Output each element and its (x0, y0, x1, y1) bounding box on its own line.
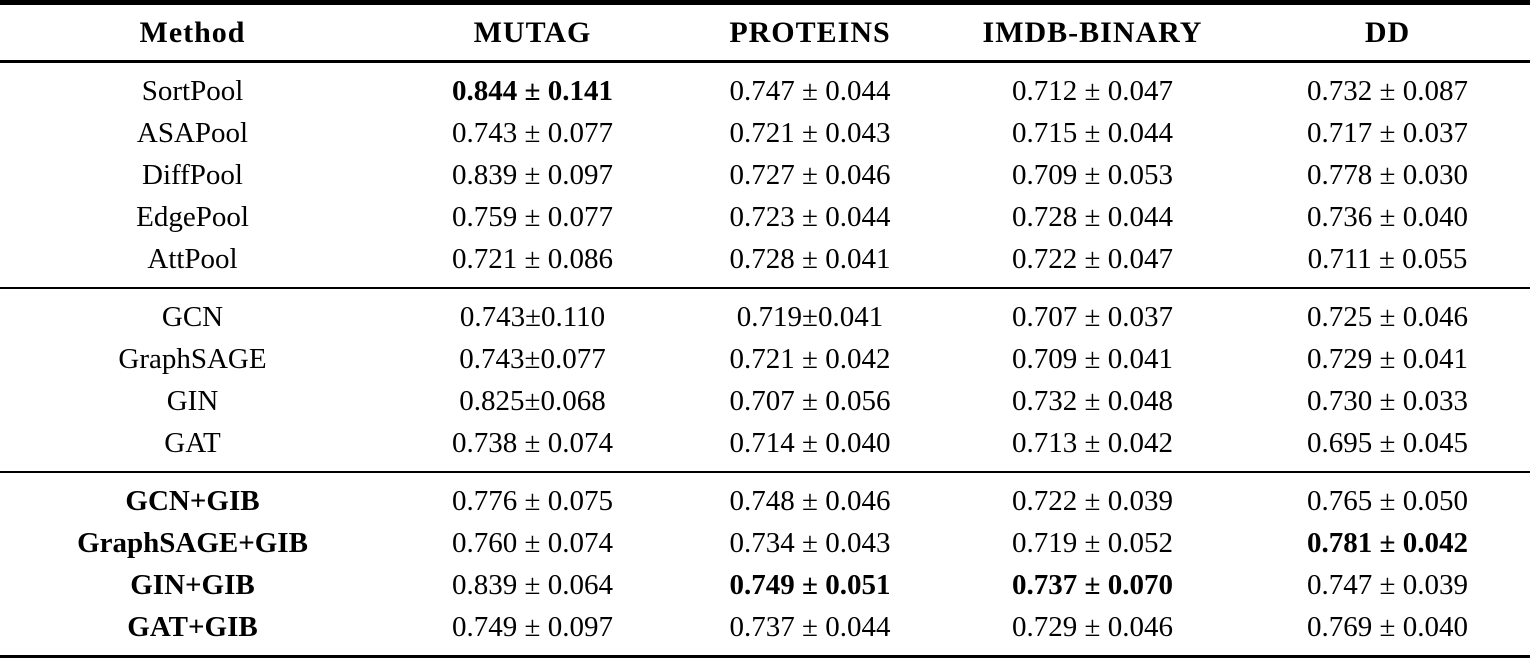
value-cell: 0.714 ± 0.040 (729, 426, 891, 459)
value-cell: 0.738 ± 0.074 (452, 426, 613, 459)
table-row: GAT+GIB 0.749 ± 0.097 0.737 ± 0.044 0.729 ±… (0, 606, 1530, 658)
value-cell: 0.839 ± 0.064 (452, 568, 613, 601)
value-cell: 0.776 ± 0.075 (452, 484, 613, 517)
column-header-proteins: PROTEINS (729, 15, 891, 49)
column-header-mutag: MUTAG (473, 15, 592, 49)
table-row: GIN+GIB 0.839 ± 0.064 0.749 ± 0.051 0.737 ±… (0, 564, 1530, 606)
value-cell: 0.778 ± 0.030 (1307, 158, 1468, 191)
value-cell: 0.729 ± 0.046 (1012, 610, 1173, 643)
value-cell: 0.723 ± 0.044 (729, 200, 891, 233)
value-cell: 0.722 ± 0.039 (1012, 484, 1173, 517)
value-cell: 0.748 ± 0.046 (729, 484, 891, 517)
method-cell: GAT (164, 426, 221, 459)
value-cell: 0.747 ± 0.044 (729, 74, 891, 107)
value-cell: 0.743±0.110 (459, 300, 606, 333)
value-cell: 0.781 ± 0.042 (1307, 526, 1468, 559)
value-cell: 0.825±0.068 (459, 384, 606, 417)
value-cell: 0.728 ± 0.044 (1012, 200, 1173, 233)
method-cell: GraphSAGE (118, 342, 267, 375)
value-cell: 0.711 ± 0.055 (1307, 242, 1468, 275)
table-row: AttPool 0.721 ± 0.086 0.728 ± 0.041 0.722 ±… (0, 238, 1530, 288)
value-cell: 0.721 ± 0.086 (452, 242, 613, 275)
table-row: GraphSAGE+GIB 0.760 ± 0.074 0.734 ± 0.043 0… (0, 522, 1530, 564)
value-cell: 0.734 ± 0.043 (729, 526, 891, 559)
value-cell: 0.743 ± 0.077 (452, 116, 613, 149)
method-cell: AttPool (147, 242, 238, 275)
section-gnn-baselines: GCN 0.743±0.110 0.719±0.041 0.707 ± 0.037 0.… (0, 288, 1530, 472)
table-row: GAT 0.738 ± 0.074 0.714 ± 0.040 0.713 ± 0.0… (0, 422, 1530, 472)
value-cell: 0.709 ± 0.041 (1012, 342, 1173, 375)
value-cell: 0.715 ± 0.044 (1012, 116, 1173, 149)
column-header-dd: DD (1364, 15, 1411, 49)
value-cell: 0.737 ± 0.044 (729, 610, 891, 643)
value-cell: 0.736 ± 0.040 (1307, 200, 1468, 233)
table-row: ASAPool 0.743 ± 0.077 0.721 ± 0.043 0.715 ±… (0, 112, 1530, 154)
table-row: GraphSAGE 0.743±0.077 0.721 ± 0.042 0.709 ±… (0, 338, 1530, 380)
value-cell: 0.732 ± 0.087 (1307, 74, 1468, 107)
value-cell: 0.719±0.041 (736, 300, 884, 333)
method-cell: EdgePool (136, 200, 249, 233)
value-cell: 0.695 ± 0.045 (1307, 426, 1468, 459)
table-row: GCN 0.743±0.110 0.719±0.041 0.707 ± 0.037 0.… (0, 288, 1530, 338)
method-cell: GIN+GIB (130, 568, 255, 601)
value-cell: 0.729 ± 0.041 (1307, 342, 1468, 375)
value-cell: 0.727 ± 0.046 (729, 158, 891, 191)
table-row: GCN+GIB 0.776 ± 0.075 0.748 ± 0.046 0.722 ±… (0, 472, 1530, 522)
value-cell: 0.730 ± 0.033 (1307, 384, 1468, 417)
value-cell: 0.728 ± 0.041 (729, 242, 891, 275)
value-cell: 0.760 ± 0.074 (452, 526, 613, 559)
value-cell: 0.769 ± 0.040 (1307, 610, 1468, 643)
value-cell: 0.743±0.077 (459, 342, 606, 375)
method-cell: ASAPool (136, 116, 249, 149)
value-cell: 0.839 ± 0.097 (452, 158, 613, 191)
value-cell: 0.712 ± 0.047 (1012, 74, 1173, 107)
method-cell: GIN (166, 384, 219, 417)
method-cell: SortPool (141, 74, 244, 107)
method-cell: GAT+GIB (127, 610, 258, 643)
value-cell: 0.707 ± 0.037 (1012, 300, 1173, 333)
method-cell: GCN (161, 300, 224, 333)
value-cell: 0.844 ± 0.141 (452, 74, 613, 107)
table-row: EdgePool 0.759 ± 0.077 0.723 ± 0.044 0.728 … (0, 196, 1530, 238)
column-header-imdb-binary: IMDB-BINARY (982, 15, 1203, 49)
value-cell: 0.722 ± 0.047 (1012, 242, 1173, 275)
table-row: SortPool 0.844 ± 0.141 0.747 ± 0.044 0.712 … (0, 62, 1530, 113)
value-cell: 0.709 ± 0.053 (1012, 158, 1173, 191)
method-cell: GCN+GIB (125, 484, 260, 517)
table-row: GIN 0.825±0.068 0.707 ± 0.056 0.732 ± 0.048… (0, 380, 1530, 422)
value-cell: 0.732 ± 0.048 (1012, 384, 1173, 417)
method-cell: DiffPool (142, 158, 243, 191)
value-cell: 0.717 ± 0.037 (1307, 116, 1468, 149)
value-cell: 0.747 ± 0.039 (1307, 568, 1468, 601)
value-cell: 0.721 ± 0.043 (729, 116, 891, 149)
section-pooling-methods: SortPool 0.844 ± 0.141 0.747 ± 0.044 0.712 … (0, 62, 1530, 289)
table-row: DiffPool 0.839 ± 0.097 0.727 ± 0.046 0.709 … (0, 154, 1530, 196)
value-cell: 0.765 ± 0.050 (1307, 484, 1468, 517)
value-cell: 0.725 ± 0.046 (1307, 300, 1468, 333)
value-cell: 0.707 ± 0.056 (729, 384, 891, 417)
value-cell: 0.749 ± 0.097 (452, 610, 613, 643)
value-cell: 0.759 ± 0.077 (452, 200, 613, 233)
value-cell: 0.713 ± 0.042 (1012, 426, 1173, 459)
section-gib-methods: GCN+GIB 0.776 ± 0.075 0.748 ± 0.046 0.722 ±… (0, 472, 1530, 658)
table-header: Method MUTAG PROTEINS IMDB-BINARY DD (0, 3, 1530, 62)
header-row: Method MUTAG PROTEINS IMDB-BINARY DD (0, 3, 1530, 62)
value-cell: 0.737 ± 0.070 (1012, 568, 1173, 601)
value-cell: 0.721 ± 0.042 (729, 342, 891, 375)
column-header-method: Method (139, 15, 246, 49)
method-cell: GraphSAGE+GIB (77, 526, 308, 559)
value-cell: 0.749 ± 0.051 (729, 568, 891, 601)
value-cell: 0.719 ± 0.052 (1012, 526, 1173, 559)
